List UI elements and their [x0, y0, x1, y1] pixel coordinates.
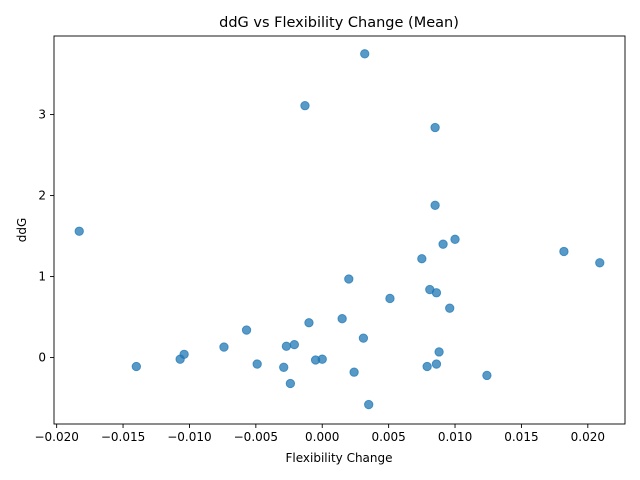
data-point [281, 341, 292, 351]
data-point [450, 234, 460, 244]
y-tick-label: 2 [38, 189, 46, 203]
x-axis-label: Flexibility Change [285, 451, 392, 465]
y-axis: 0 1 2 3 [38, 108, 54, 365]
data-points [74, 49, 605, 410]
data-point [285, 378, 296, 389]
x-tick-label: 0.000 [305, 430, 339, 444]
data-point [595, 258, 605, 268]
data-point [304, 318, 314, 328]
data-point [417, 254, 427, 264]
data-point [358, 333, 369, 343]
x-tick-label: 0.005 [371, 430, 405, 444]
data-point [337, 314, 347, 324]
data-point [349, 367, 359, 377]
data-point [175, 354, 185, 364]
data-point [430, 200, 440, 210]
data-point [385, 293, 395, 304]
chart-title: ddG vs Flexibility Change (Mean) [219, 15, 459, 31]
y-tick-label: 0 [38, 351, 46, 365]
data-point [430, 122, 440, 133]
data-point [364, 399, 374, 410]
data-point [482, 370, 492, 381]
plot-frame [53, 35, 626, 425]
x-axis: −0.020 −0.015 −0.010 −0.005 0.000 0.005 0.010 0… [34, 424, 605, 444]
x-tick-label: −0.015 [101, 430, 145, 444]
y-tick-label: 3 [38, 108, 46, 122]
data-point [431, 359, 442, 369]
data-point [289, 339, 299, 350]
data-point [360, 49, 370, 59]
y-axis-label: ddG [15, 218, 29, 243]
data-point [300, 101, 310, 111]
data-point [559, 246, 569, 257]
data-point [219, 342, 229, 352]
data-point [131, 361, 141, 372]
x-tick-label: 0.015 [504, 430, 538, 444]
data-point [241, 325, 252, 335]
data-point [434, 347, 444, 357]
data-point [317, 354, 327, 364]
data-point [431, 288, 442, 298]
y-tick-label: 1 [38, 270, 46, 284]
data-point [438, 239, 448, 249]
x-tick-label: −0.005 [234, 430, 278, 444]
x-tick-label: −0.020 [34, 430, 78, 444]
data-point [344, 274, 354, 284]
x-tick-label: 0.020 [571, 430, 605, 444]
data-point [252, 359, 262, 369]
data-point [74, 226, 84, 236]
data-point [279, 362, 289, 372]
x-tick-label: −0.010 [167, 430, 211, 444]
data-point [422, 361, 432, 372]
x-tick-label: 0.010 [438, 430, 472, 444]
data-point [445, 303, 455, 313]
